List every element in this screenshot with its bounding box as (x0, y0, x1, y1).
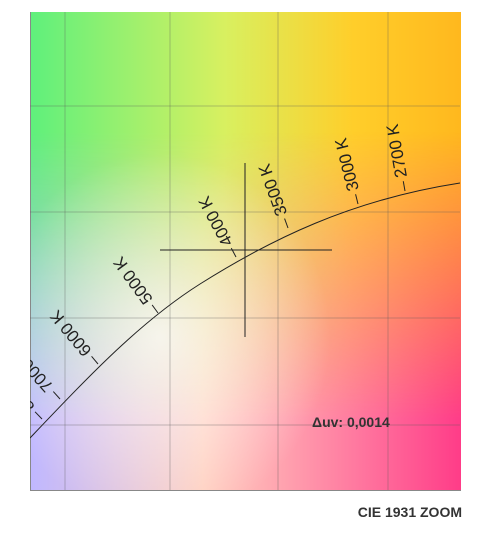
isotherm-label: 3500 K (255, 161, 292, 219)
isotherm-tick (34, 411, 43, 420)
caption: CIE 1931 ZOOM (358, 504, 462, 520)
isotherm-tick (91, 356, 99, 365)
isotherm-label: 6000 K (46, 306, 96, 360)
isotherm-tick (230, 247, 237, 258)
isotherm-label: 7000 K (6, 342, 57, 395)
isotherm-tick (151, 304, 159, 314)
isotherm-tick (355, 194, 359, 205)
isotherm-label: 5000 K (109, 253, 156, 308)
plot-overlay: 2700 K 3000 K 3500 K 4000 K 5000 K 6000 K7000… (6, 12, 460, 490)
color-field (31, 12, 461, 490)
isotherm-label: 2700 K (383, 122, 411, 179)
isotherm-label: 4000 K (195, 192, 237, 249)
isotherm-tick (284, 218, 289, 229)
isotherm-tick (402, 181, 406, 192)
isotherm-label: 3000 K (331, 135, 363, 193)
isotherm-tick (52, 391, 61, 400)
chromaticity-area (30, 12, 461, 491)
delta-uv: Δuv: 0,0014 (312, 414, 390, 430)
planckian-locus (30, 182, 460, 439)
